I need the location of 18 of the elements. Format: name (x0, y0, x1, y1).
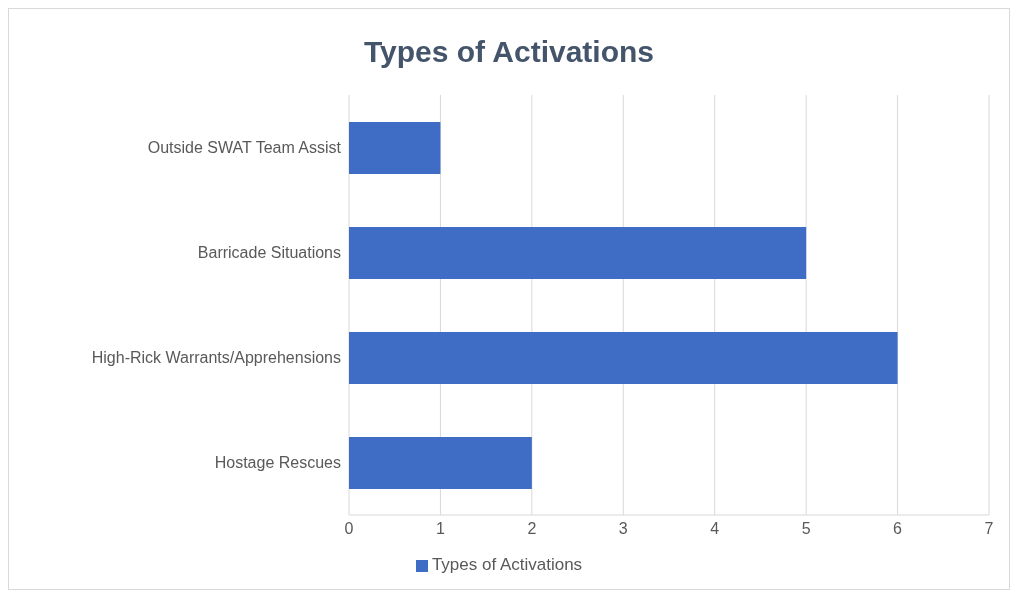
bar (349, 332, 898, 384)
x-tick-label: 1 (435, 520, 445, 538)
x-tick-label: 5 (801, 520, 811, 538)
y-tick-label: Hostage Rescues (214, 454, 341, 472)
y-tick-label: High-Rick Warrants/Apprehensions (91, 349, 341, 367)
x-tick-label: 3 (618, 520, 628, 538)
y-tick-label: Barricade Situations (197, 244, 341, 262)
bar (349, 227, 807, 279)
y-tick-label: Outside SWAT Team Assist (147, 139, 342, 157)
legend-label: Types of Activations (431, 555, 583, 574)
bar (349, 122, 441, 174)
x-tick-label: 2 (527, 520, 537, 538)
x-tick-label: 6 (893, 520, 903, 538)
bar (349, 437, 532, 489)
x-tick-label: 4 (710, 520, 720, 538)
x-tick-label: 0 (344, 520, 354, 538)
x-tick-label: 7 (984, 520, 994, 538)
chart-title: Types of Activations (362, 35, 656, 70)
